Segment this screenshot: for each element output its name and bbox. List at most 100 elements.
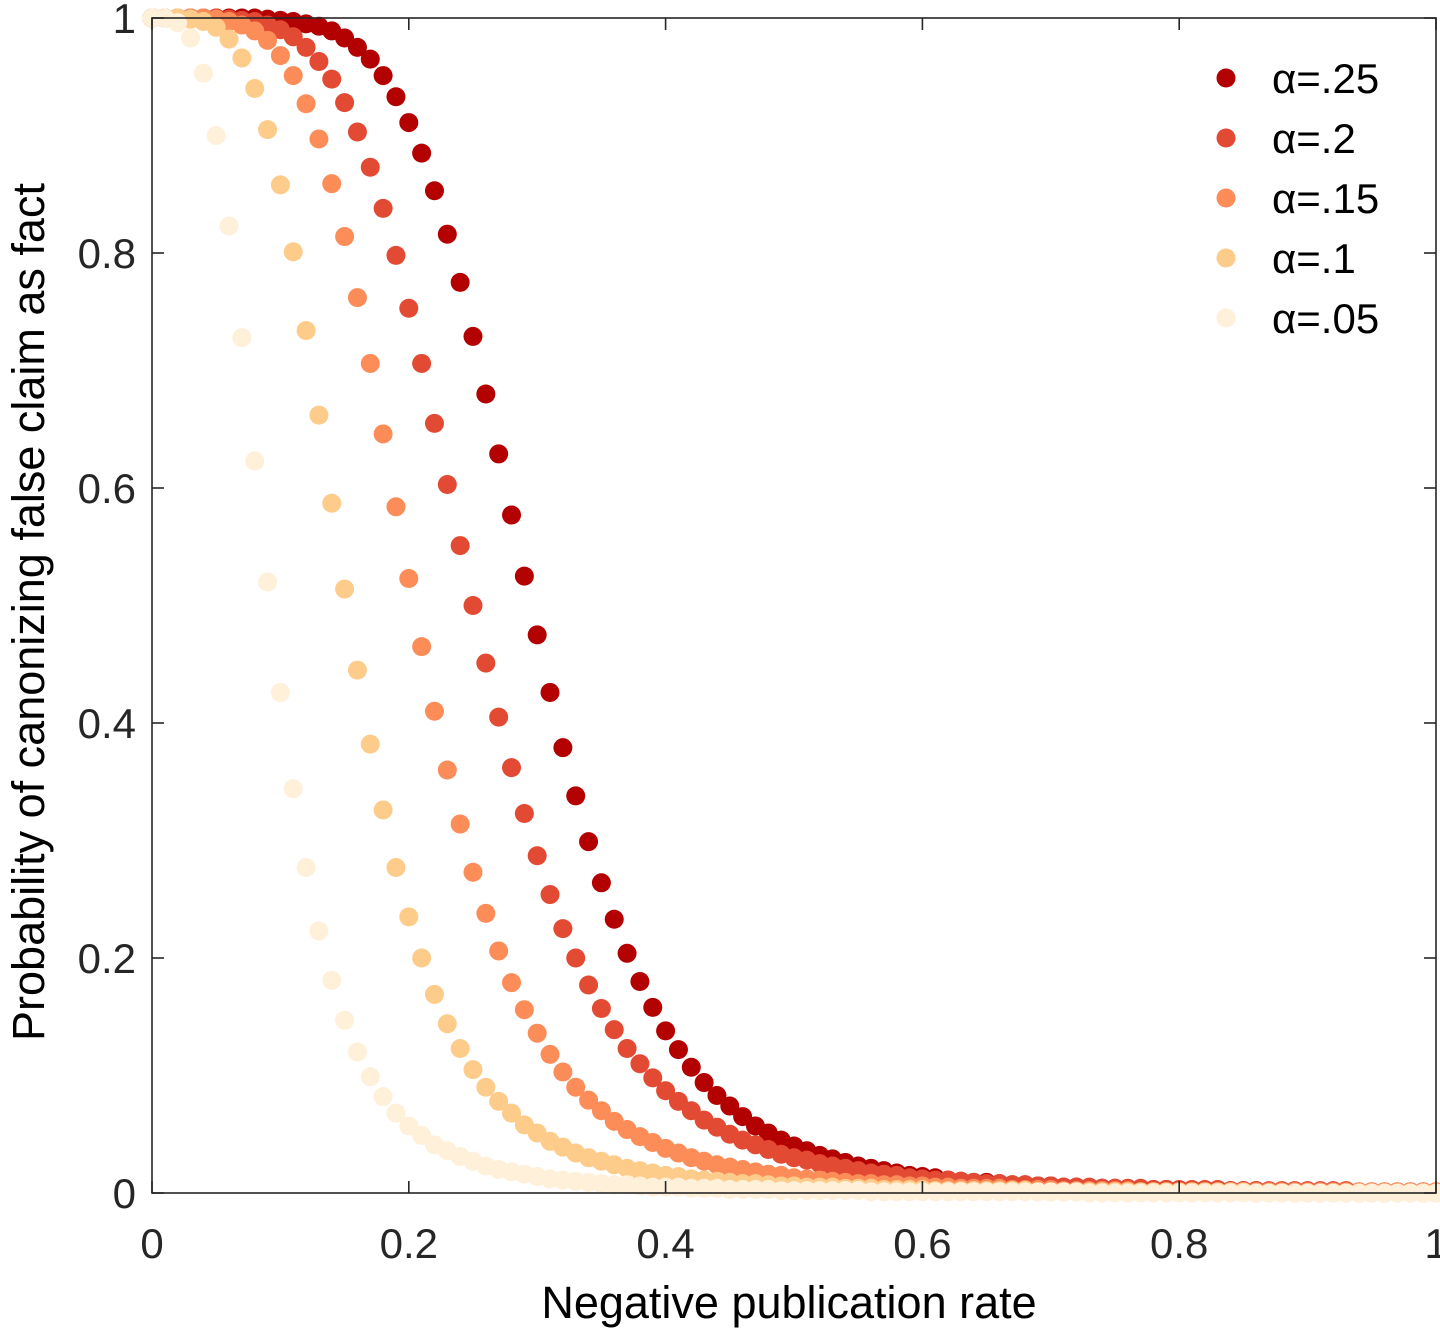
data-point <box>283 27 303 47</box>
data-point <box>322 970 342 990</box>
data-point <box>579 975 599 995</box>
data-point <box>643 1068 663 1088</box>
legend-label: α=.05 <box>1272 295 1379 342</box>
data-point <box>540 885 560 905</box>
data-point <box>347 37 367 57</box>
data-point <box>373 66 393 86</box>
data-point <box>424 984 444 1004</box>
data-point <box>360 1067 380 1087</box>
data-point <box>309 405 329 425</box>
data-point <box>386 245 406 265</box>
data-point <box>540 682 560 702</box>
y-tick-label: 0 <box>113 1170 136 1217</box>
legend-label: α=.25 <box>1272 55 1379 102</box>
data-point <box>566 1077 586 1097</box>
data-point <box>270 682 290 702</box>
data-point <box>296 94 316 114</box>
data-point <box>566 786 586 806</box>
data-point <box>245 79 265 98</box>
data-point <box>476 384 496 404</box>
data-point <box>514 566 534 586</box>
x-tick-label: 0.2 <box>380 1220 438 1267</box>
legend: α=.25 α=.2 α=.15 α=.1 α=.05 <box>1216 55 1379 342</box>
data-point <box>412 637 432 657</box>
legend-item: α=.1 <box>1216 235 1356 282</box>
x-tick-label: 0 <box>140 1220 163 1267</box>
data-point <box>232 48 252 68</box>
data-point <box>296 37 316 57</box>
data-point <box>360 353 380 373</box>
data-point <box>245 451 265 471</box>
y-axis-label: Probability of canonizing false claim as… <box>3 183 54 1041</box>
data-point <box>463 596 483 615</box>
data-point <box>219 29 239 49</box>
legend-label: α=.2 <box>1272 115 1356 162</box>
data-point <box>553 1062 573 1082</box>
x-tick-label: 1 <box>1424 1220 1440 1267</box>
data-point <box>579 832 599 852</box>
data-point <box>399 113 419 133</box>
data-point <box>527 625 547 645</box>
data-point <box>463 326 483 346</box>
data-point <box>270 46 290 66</box>
y-tick-label: 0.2 <box>78 935 136 982</box>
data-point <box>450 272 470 292</box>
data-point <box>527 846 547 866</box>
data-point <box>412 948 432 968</box>
data-point <box>335 227 355 247</box>
data-point <box>296 858 316 878</box>
legend-item: α=.25 <box>1216 55 1379 102</box>
y-tick-label: 0.4 <box>78 700 136 747</box>
data-point <box>283 66 303 86</box>
data-point <box>720 1096 740 1116</box>
data-point <box>386 497 406 517</box>
data-point <box>566 948 586 968</box>
x-tick-label: 0.6 <box>893 1220 951 1267</box>
legend-item: α=.05 <box>1216 295 1379 342</box>
data-point <box>591 1101 611 1121</box>
data-point <box>322 69 342 89</box>
data-point <box>437 760 457 780</box>
data-point <box>283 242 303 262</box>
data-point <box>347 1042 367 1062</box>
data-point <box>643 997 663 1017</box>
data-point <box>193 63 213 83</box>
data-point <box>386 1103 406 1123</box>
data-point <box>579 1090 599 1110</box>
data-point <box>181 28 201 48</box>
y-tick-label: 0.6 <box>78 465 136 512</box>
legend-label: α=.1 <box>1272 235 1356 282</box>
data-point <box>347 660 367 680</box>
legend-marker <box>1216 128 1236 148</box>
data-point <box>502 758 522 778</box>
data-point <box>502 1103 522 1123</box>
data-point <box>630 1054 650 1074</box>
data-point <box>270 175 290 195</box>
x-tick-label: 0.4 <box>636 1220 694 1267</box>
y-tick-label: 1 <box>113 0 136 42</box>
data-point <box>206 126 226 145</box>
data-point <box>412 143 432 163</box>
data-point <box>489 707 509 727</box>
legend-marker <box>1216 248 1236 268</box>
data-point <box>412 353 432 373</box>
data-point <box>463 1060 483 1080</box>
data-point <box>399 568 419 588</box>
data-point <box>373 198 393 218</box>
legend-marker <box>1216 68 1236 88</box>
data-point <box>630 972 650 991</box>
data-point <box>476 1077 496 1097</box>
data-point <box>399 298 419 318</box>
data-point <box>707 1085 727 1105</box>
x-tick-label: 0.8 <box>1150 1220 1208 1267</box>
data-point <box>527 1023 547 1043</box>
data-point <box>309 129 329 149</box>
data-point <box>476 903 496 923</box>
data-point <box>360 734 380 754</box>
data-point <box>553 919 573 939</box>
data-point <box>502 505 522 525</box>
data-point <box>360 49 380 69</box>
data-point <box>656 1021 676 1041</box>
data-point <box>373 800 393 820</box>
